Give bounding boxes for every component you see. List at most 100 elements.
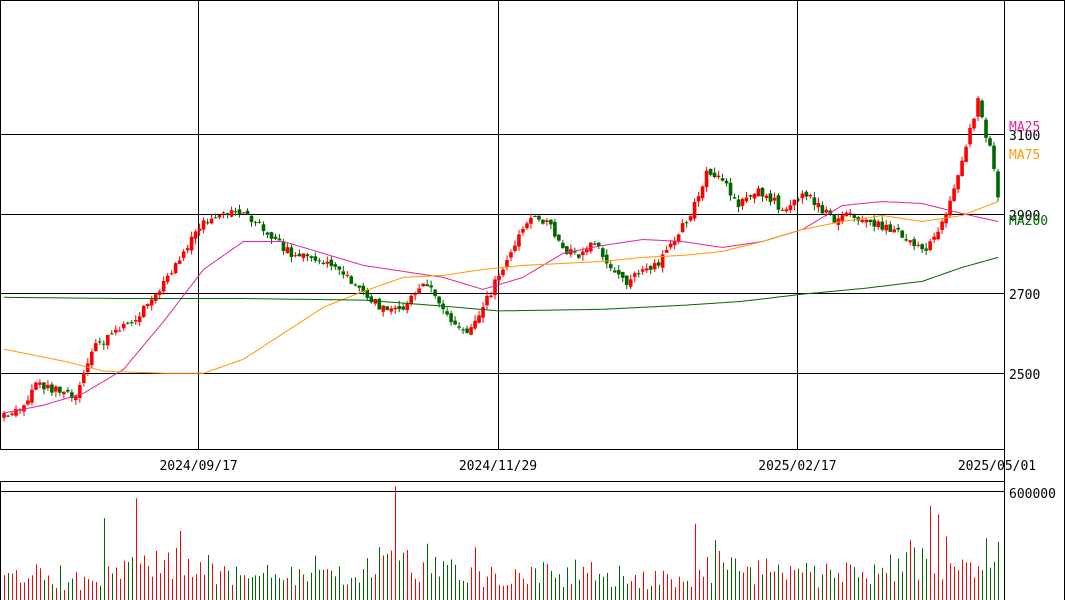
candle-body [628,279,633,287]
candle-body [537,215,541,220]
candle-body [864,219,869,223]
candle-body [652,263,657,270]
candle-body [125,322,130,324]
candle-body [912,239,916,247]
candle-body [764,195,769,199]
candle-body [181,251,186,258]
candle-body [644,268,649,271]
ma75-line [3,201,999,374]
candle-body [521,228,525,233]
candle-body [956,175,960,190]
candle-body [401,306,405,310]
candle-body [788,205,793,211]
candle-body [389,308,394,312]
candle-body [361,285,366,292]
candle-body [169,273,174,275]
ma25-label: MA25 [1009,120,1040,135]
candle-body [980,100,984,118]
candle-body [161,280,166,292]
candle-body [936,231,940,240]
candle-body [541,219,545,224]
candle-body [732,197,737,199]
candle-body [497,275,501,281]
candle-body [285,247,290,254]
candle-body [848,213,853,215]
candle-body [684,222,689,224]
candle-body [445,311,449,315]
candle-body [101,343,106,345]
candle-body [245,210,250,214]
candle-body [26,400,30,405]
candle-body [593,243,597,245]
candle-body [968,127,972,145]
candle-body [213,217,218,219]
candle-body [417,288,421,294]
candle-body [265,232,270,235]
candle-body [349,276,354,284]
candle-body [840,215,845,221]
moving-average-lines [3,201,999,414]
candle-body [477,315,481,323]
candle-body [577,254,581,258]
candle-body [752,193,757,199]
candle-body [305,254,310,257]
candle-body [804,191,809,197]
candle-body [409,295,413,304]
candle-body [385,306,390,310]
candle-body [297,253,302,257]
price-tick-labels: 2500 2700 2900 3100 [1009,129,1040,383]
candle-body [277,238,282,241]
date-gridlines [198,0,798,449]
candle-body [325,261,330,264]
candle-body [313,256,318,261]
candle-body [928,241,932,251]
candle-body [860,219,865,222]
candle-body [600,248,605,258]
price-tick-label: 2500 [1009,368,1040,383]
candle-body [553,221,557,237]
candle-body [904,239,908,241]
candle-body [157,291,162,295]
candle-body [485,295,489,306]
candle-body [301,253,306,259]
candle-body [820,205,825,214]
candle-body [573,251,577,253]
candle-body [377,298,382,310]
candle-body [189,236,194,251]
candle-body [585,249,589,253]
candle-body [656,262,661,266]
candle-body [345,274,350,276]
candle-body [117,330,122,332]
candle-body [70,392,74,399]
candle-body [329,259,334,266]
candle-body [429,285,433,288]
candle-body [165,275,170,282]
candle-body [78,385,82,398]
candle-body [469,327,473,335]
date-tick-label: 2025/05/01 [958,459,1036,474]
candle-body [760,187,765,197]
candle-body [381,305,386,312]
volume-tick-label: 600000 [1009,487,1056,502]
candle-body [944,213,948,224]
candle-body [62,391,66,395]
candle-body [632,273,637,277]
candle-body [90,351,94,366]
candle-body [357,285,362,288]
candle-body [920,244,924,250]
candle-body [924,248,928,251]
candle-body [792,199,797,206]
candle-body [185,248,190,251]
candle-body [46,384,50,389]
candle-body [589,242,593,252]
candle-body [38,382,42,385]
candle-body [141,305,146,317]
candle-body [413,294,417,296]
candle-body [437,296,441,304]
candle-body [473,320,477,329]
candle-body [421,283,425,287]
candle-body [465,328,469,333]
candle-body [756,188,761,197]
date-tick-label: 2025/02/17 [758,459,836,474]
